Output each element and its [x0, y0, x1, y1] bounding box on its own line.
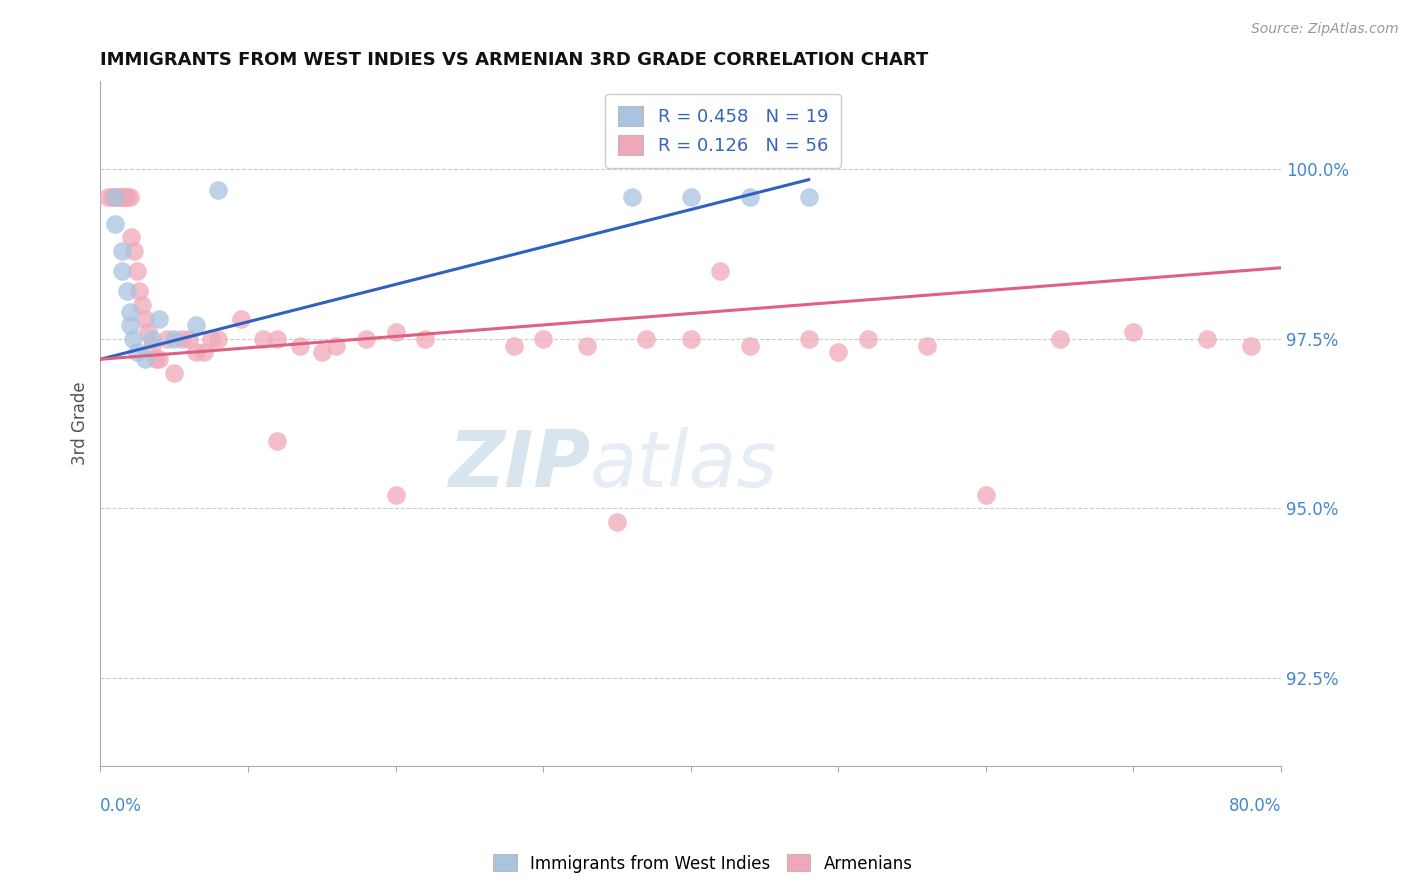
Point [134, 352, 156, 367]
Point [1240, 339, 1263, 353]
Legend: R = 0.458   N = 19, R = 0.126   N = 56: R = 0.458 N = 19, R = 0.126 N = 56 [605, 94, 841, 168]
Point [502, 339, 524, 353]
Point [134, 311, 156, 326]
Point [115, 189, 138, 203]
Point [266, 434, 288, 448]
Point [156, 332, 179, 346]
Point [170, 332, 193, 346]
Point [709, 264, 731, 278]
Point [111, 244, 134, 258]
Text: 0.0%: 0.0% [100, 797, 142, 814]
Point [325, 339, 347, 353]
Point [141, 339, 163, 353]
Point [131, 298, 153, 312]
Point [354, 332, 377, 346]
Text: IMMIGRANTS FROM WEST INDIES VS ARMENIAN 3RD GRADE CORRELATION CHART: IMMIGRANTS FROM WEST INDIES VS ARMENIAN … [100, 51, 928, 69]
Point [207, 332, 229, 346]
Point [163, 332, 186, 346]
Point [104, 189, 127, 203]
Text: 80.0%: 80.0% [1229, 797, 1281, 814]
Point [111, 189, 134, 203]
Point [311, 345, 333, 359]
Point [384, 325, 406, 339]
Point [252, 332, 274, 346]
Point [118, 318, 141, 333]
Text: ZIP: ZIP [449, 426, 591, 503]
Point [915, 339, 938, 353]
Point [1197, 332, 1219, 346]
Point [111, 264, 134, 278]
Point [145, 352, 167, 367]
Point [148, 311, 170, 326]
Point [128, 285, 150, 299]
Point [118, 305, 141, 319]
Point [115, 285, 138, 299]
Point [127, 345, 149, 359]
Point [384, 488, 406, 502]
Point [620, 189, 643, 203]
Point [606, 515, 628, 529]
Point [118, 189, 141, 203]
Point [576, 339, 599, 353]
Point [679, 332, 702, 346]
Point [413, 332, 436, 346]
Point [141, 332, 163, 346]
Point [738, 189, 761, 203]
Point [207, 183, 229, 197]
Point [114, 189, 136, 203]
Point [636, 332, 658, 346]
Point [186, 318, 208, 333]
Point [104, 189, 127, 203]
Point [124, 244, 146, 258]
Point [1049, 332, 1071, 346]
Point [120, 230, 142, 244]
Point [974, 488, 997, 502]
Point [797, 332, 820, 346]
Legend: Immigrants from West Indies, Armenians: Immigrants from West Indies, Armenians [486, 847, 920, 880]
Point [266, 332, 288, 346]
Point [121, 332, 143, 346]
Point [107, 189, 129, 203]
Text: atlas: atlas [591, 426, 778, 503]
Point [827, 345, 849, 359]
Point [856, 332, 879, 346]
Point [108, 189, 131, 203]
Point [186, 345, 208, 359]
Point [104, 217, 127, 231]
Y-axis label: 3rd Grade: 3rd Grade [72, 382, 89, 466]
Point [97, 189, 120, 203]
Point [1122, 325, 1144, 339]
Point [200, 332, 222, 346]
Text: Source: ZipAtlas.com: Source: ZipAtlas.com [1251, 22, 1399, 37]
Point [112, 189, 135, 203]
Point [177, 332, 200, 346]
Point [163, 366, 186, 380]
Point [229, 311, 252, 326]
Point [127, 264, 149, 278]
Point [193, 345, 215, 359]
Point [679, 189, 702, 203]
Point [531, 332, 554, 346]
Point [136, 325, 159, 339]
Point [148, 352, 170, 367]
Point [738, 339, 761, 353]
Point [288, 339, 311, 353]
Point [101, 189, 124, 203]
Point [797, 189, 820, 203]
